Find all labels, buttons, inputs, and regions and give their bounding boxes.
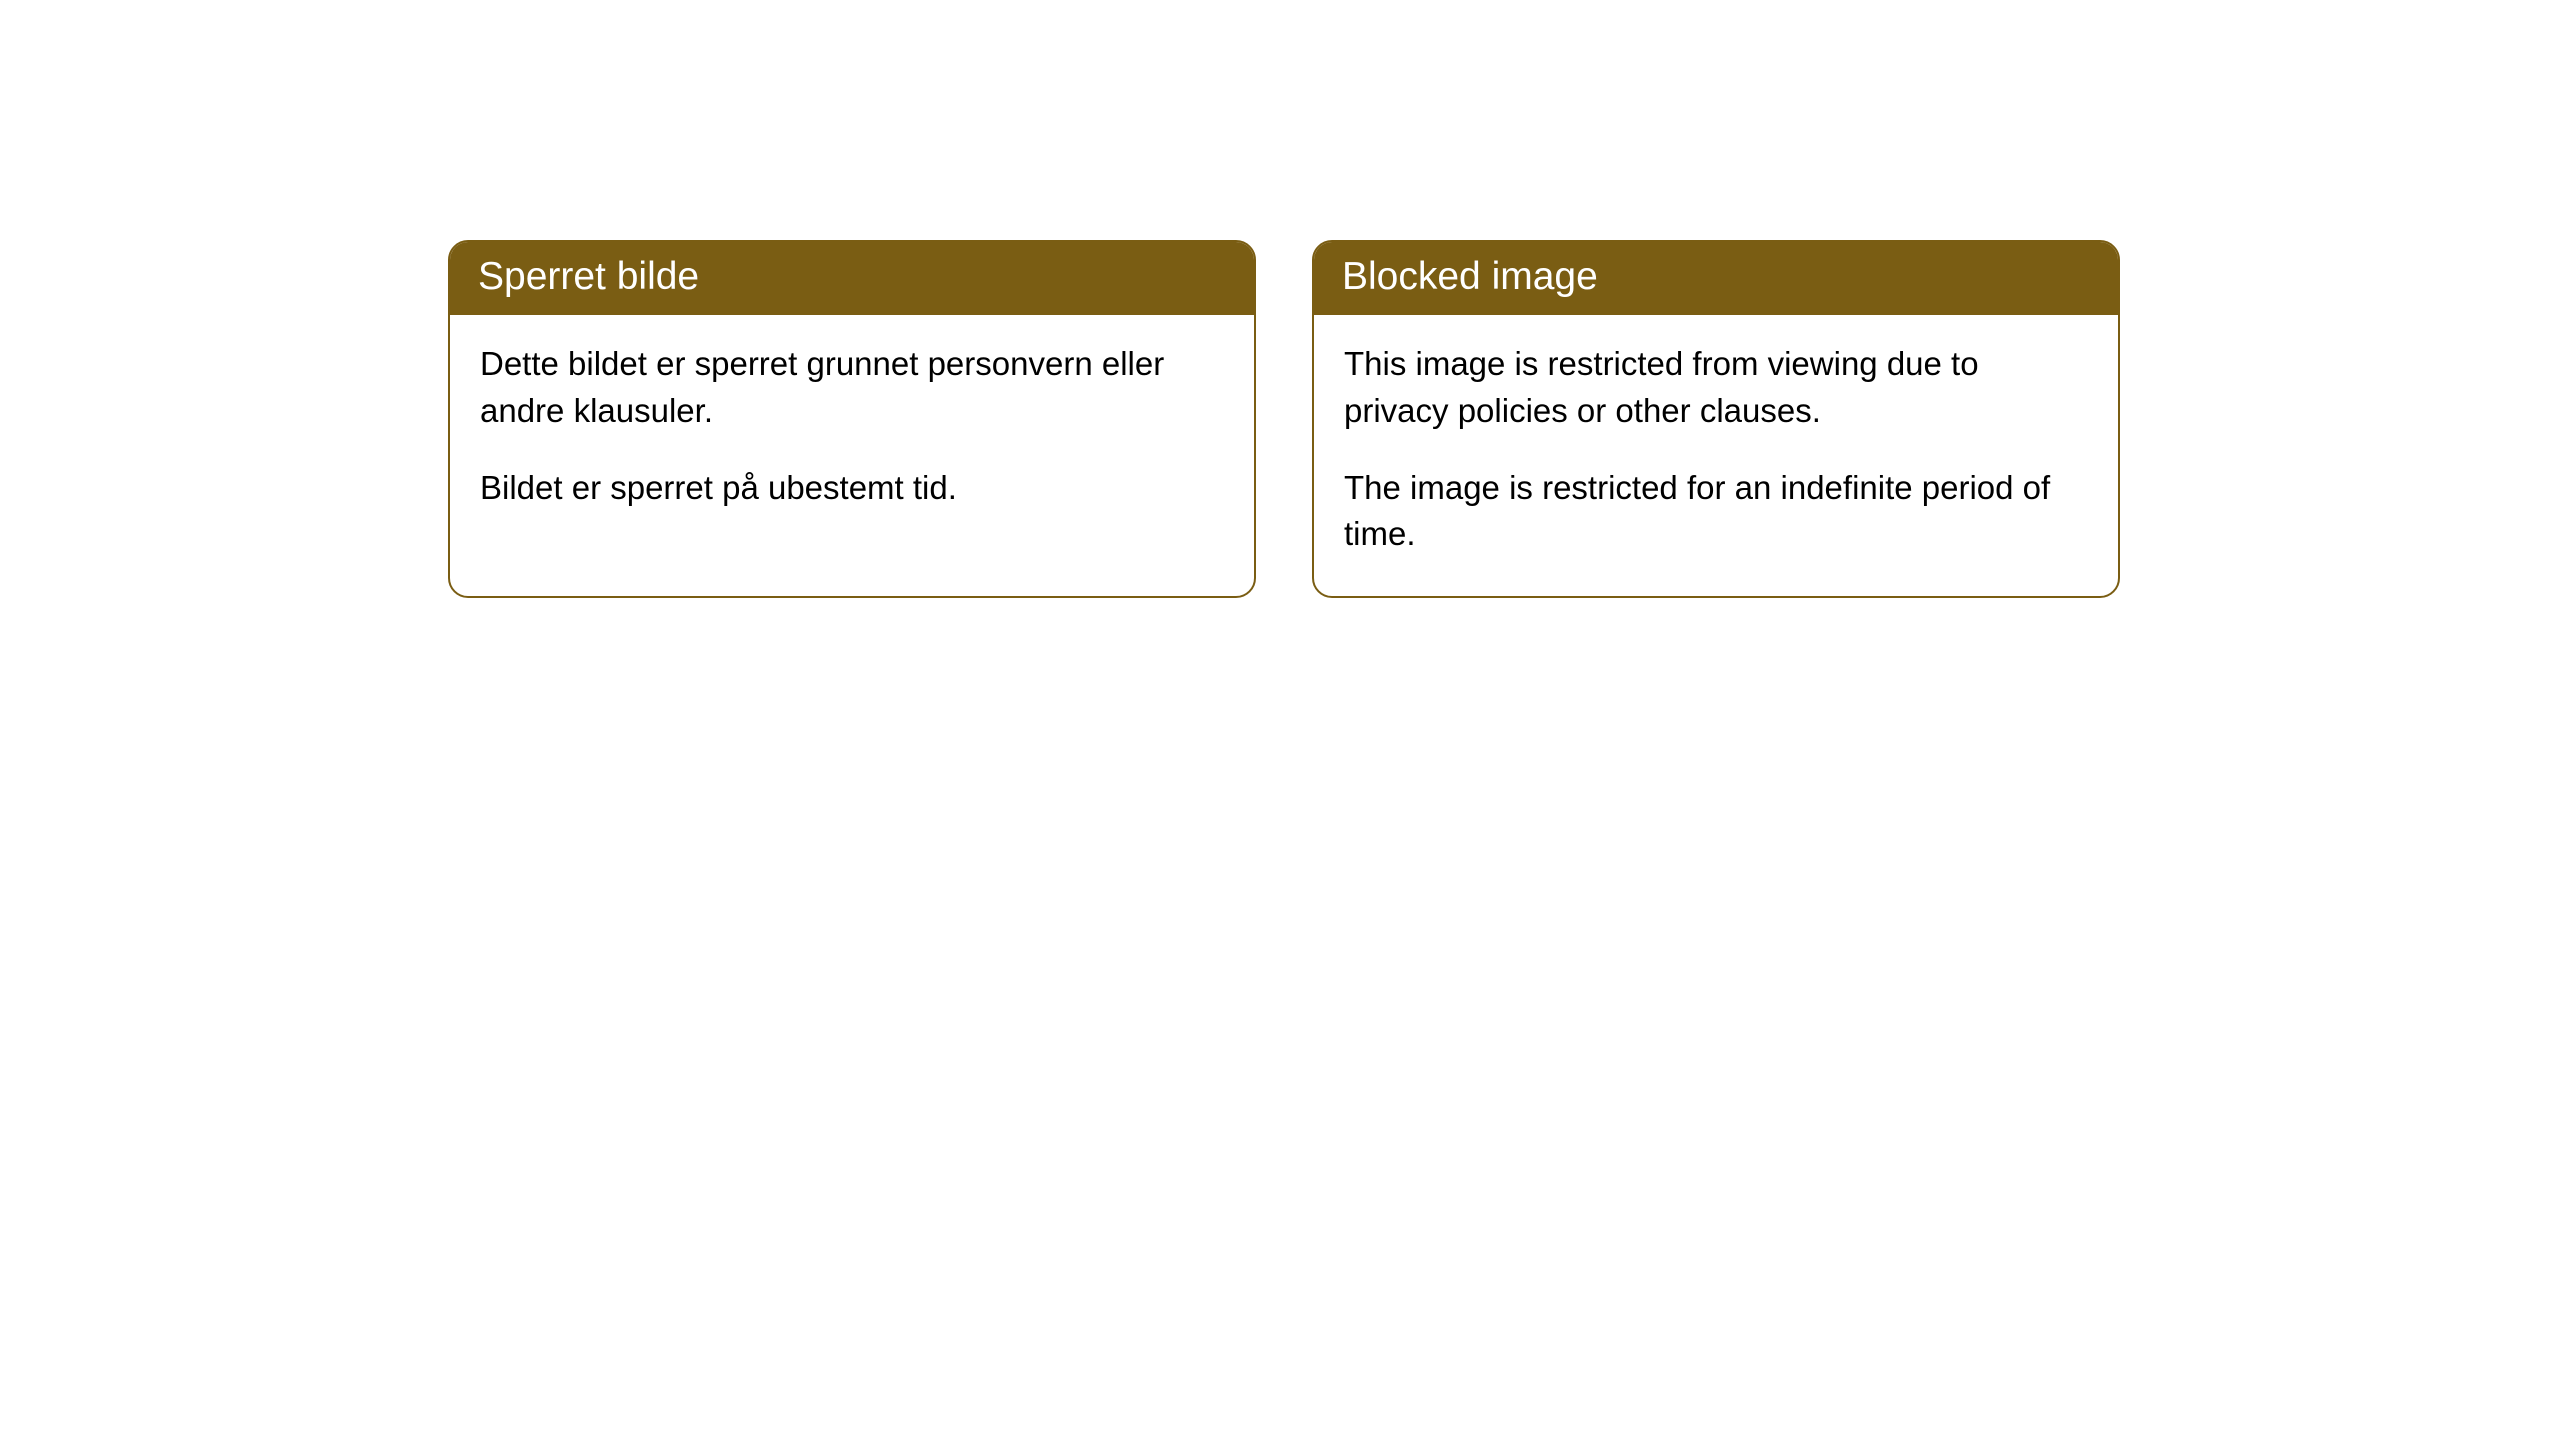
notice-text-line1: Dette bildet er sperret grunnet personve… [480, 341, 1224, 435]
card-body: This image is restricted from viewing du… [1314, 315, 2118, 596]
notice-cards-container: Sperret bilde Dette bildet er sperret gr… [448, 240, 2120, 598]
card-header: Blocked image [1314, 242, 2118, 315]
notice-text-line2: Bildet er sperret på ubestemt tid. [480, 465, 1224, 512]
blocked-image-card-english: Blocked image This image is restricted f… [1312, 240, 2120, 598]
card-header: Sperret bilde [450, 242, 1254, 315]
blocked-image-card-norwegian: Sperret bilde Dette bildet er sperret gr… [448, 240, 1256, 598]
card-body: Dette bildet er sperret grunnet personve… [450, 315, 1254, 550]
notice-text-line2: The image is restricted for an indefinit… [1344, 465, 2088, 559]
notice-text-line1: This image is restricted from viewing du… [1344, 341, 2088, 435]
